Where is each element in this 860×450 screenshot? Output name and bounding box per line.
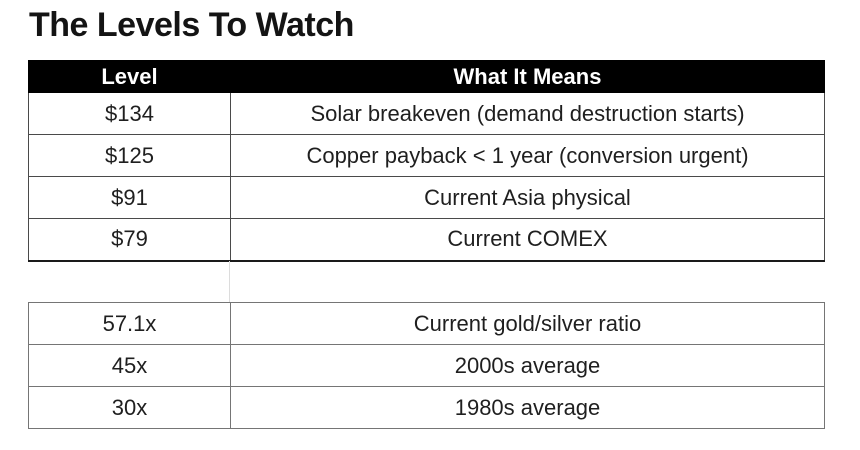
meaning-cell: Copper payback < 1 year (conversion urge… xyxy=(230,134,825,177)
ratio-cell: 45x xyxy=(28,344,231,387)
column-header-what-it-means: What It Means xyxy=(230,60,825,93)
level-cell: $134 xyxy=(28,92,231,135)
meaning-cell: Current gold/silver ratio xyxy=(230,302,825,345)
table-row: 57.1x Current gold/silver ratio xyxy=(28,302,825,345)
table-row: $79 Current COMEX xyxy=(28,218,825,261)
meaning-cell: 1980s average xyxy=(230,386,825,429)
ratio-cell: 30x xyxy=(28,386,231,429)
ratio-cell: 57.1x xyxy=(28,302,231,345)
table-row: 45x 2000s average xyxy=(28,344,825,387)
level-cell: $91 xyxy=(28,176,231,219)
level-cell: $125 xyxy=(28,134,231,177)
column-header-level: Level xyxy=(28,60,231,93)
levels-table-header-row: Level What It Means xyxy=(28,60,825,93)
page-title: The Levels To Watch xyxy=(29,6,354,44)
table-row: 30x 1980s average xyxy=(28,386,825,429)
meaning-cell: Current Asia physical xyxy=(230,176,825,219)
meaning-cell: Solar breakeven (demand destruction star… xyxy=(230,92,825,135)
level-cell: $79 xyxy=(28,218,231,261)
table-row: $134 Solar breakeven (demand destruction… xyxy=(28,92,825,135)
table-row: $125 Copper payback < 1 year (conversion… xyxy=(28,134,825,177)
meaning-cell: Current COMEX xyxy=(230,218,825,261)
gap-divider-line xyxy=(229,261,230,302)
levels-table: Level What It Means $134 Solar breakeven… xyxy=(28,60,825,262)
ratios-table: 57.1x Current gold/silver ratio 45x 2000… xyxy=(28,302,825,429)
table-row: $91 Current Asia physical xyxy=(28,176,825,219)
meaning-cell: 2000s average xyxy=(230,344,825,387)
